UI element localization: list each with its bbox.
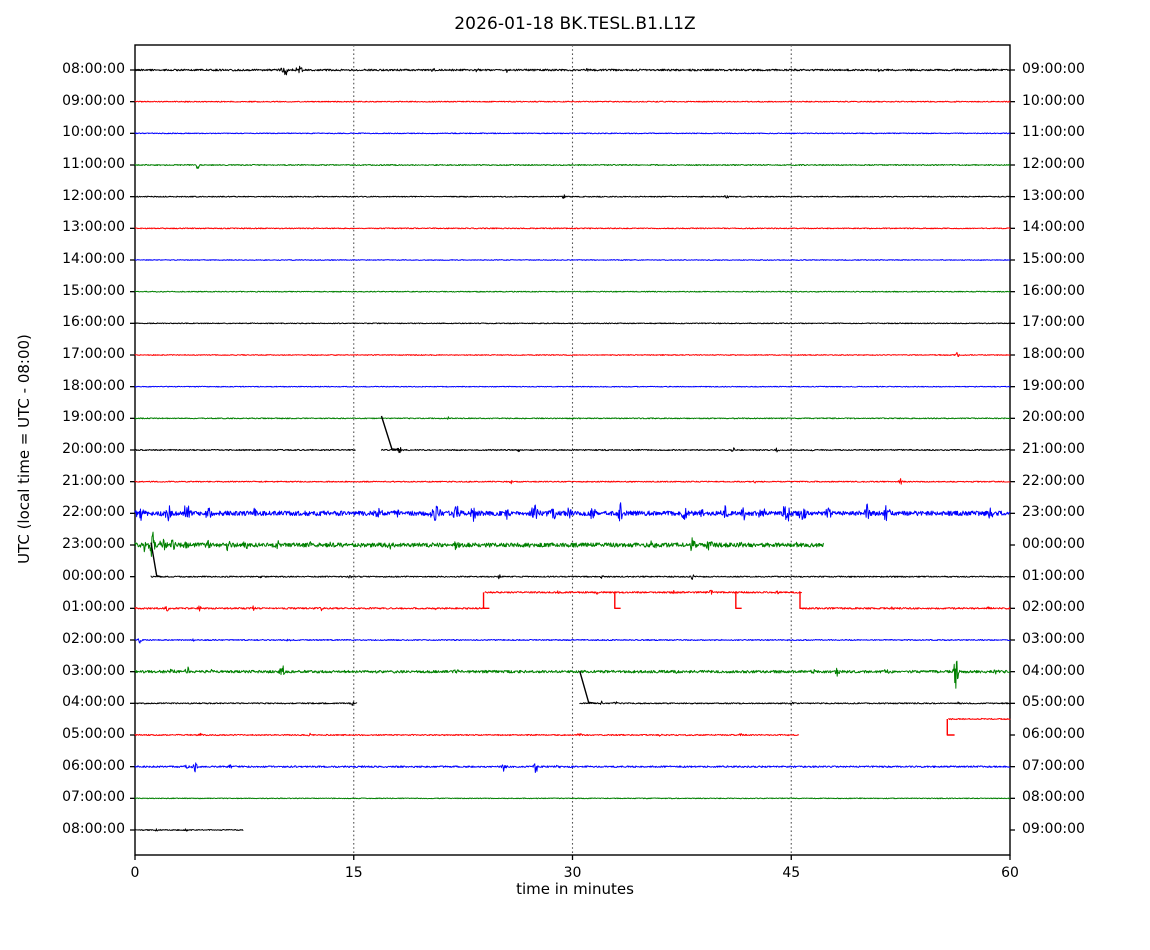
y-tick-left-15: 23:00:00 [62, 536, 125, 552]
y-tick-left-13: 21:00:00 [62, 472, 125, 489]
x-axis-label: time in minutes [516, 880, 634, 898]
y-tick-right-19: 04:00:00 [1022, 662, 1085, 679]
y-tick-left-22: 06:00:00 [62, 757, 125, 774]
y-tick-left-0: 08:00:00 [62, 61, 125, 77]
y-tick-left-24: 08:00:00 [62, 821, 125, 837]
y-tick-right-9: 18:00:00 [1022, 346, 1085, 362]
y-tick-right-24: 09:00:00 [1022, 821, 1085, 837]
y-tick-left-4: 12:00:00 [62, 187, 125, 204]
y-tick-left-8: 16:00:00 [62, 314, 125, 331]
y-tick-right-10: 19:00:00 [1022, 377, 1085, 394]
x-tick-4: 60 [1001, 865, 1019, 881]
y-tick-right-4: 13:00:00 [1022, 187, 1085, 204]
y-tick-right-18: 03:00:00 [1022, 631, 1085, 647]
y-tick-right-15: 00:00:00 [1022, 536, 1085, 552]
trace-080000 [134, 828, 244, 832]
y-tick-left-10: 18:00:00 [62, 377, 125, 394]
trace-220000 [134, 502, 1011, 522]
trace-140000 [134, 259, 1011, 261]
trace-210000 [134, 478, 1011, 485]
trace-160000 [134, 322, 1011, 325]
y-tick-left-19: 03:00:00 [62, 662, 125, 679]
y-tick-left-20: 04:00:00 [62, 694, 125, 711]
trace-100000 [134, 132, 1011, 135]
y-tick-left-1: 09:00:00 [62, 92, 125, 109]
y-tick-right-12: 21:00:00 [1022, 441, 1085, 457]
y-tick-left-5: 13:00:00 [62, 219, 125, 236]
trace-110000 [134, 163, 1011, 169]
trace-190000 [134, 416, 1011, 420]
y-tick-right-14: 23:00:00 [1022, 504, 1085, 521]
trace-030000 [134, 660, 1011, 689]
y-tick-right-3: 12:00:00 [1022, 156, 1085, 172]
trace-020000 [134, 638, 1011, 644]
y-tick-left-9: 17:00:00 [62, 346, 125, 362]
y-tick-left-14: 22:00:00 [62, 504, 125, 521]
y-tick-right-1: 10:00:00 [1022, 92, 1085, 109]
trace-010000 [134, 589, 1011, 612]
y-tick-left-12: 20:00:00 [62, 441, 125, 457]
x-tick-0: 0 [130, 865, 140, 881]
trace-040000 [134, 671, 1011, 706]
y-tick-right-0: 09:00:00 [1022, 61, 1085, 77]
x-tick-2: 30 [563, 865, 582, 881]
y-tick-right-11: 20:00:00 [1022, 409, 1085, 426]
y-tick-left-21: 05:00:00 [62, 726, 125, 742]
y-tick-left-17: 01:00:00 [62, 599, 125, 616]
x-tick-3: 45 [782, 865, 801, 881]
y-tick-left-2: 10:00:00 [62, 124, 125, 141]
trace-000000 [150, 542, 1011, 580]
trace-170000 [134, 351, 1011, 357]
trace-050000 [134, 717, 1011, 737]
y-tick-right-22: 07:00:00 [1022, 757, 1085, 774]
trace-230000 [134, 531, 824, 557]
y-tick-right-13: 22:00:00 [1022, 472, 1085, 489]
y-tick-right-20: 05:00:00 [1022, 694, 1085, 711]
y-tick-right-6: 15:00:00 [1022, 251, 1085, 267]
trace-200000 [134, 415, 1011, 454]
y-tick-left-18: 02:00:00 [62, 631, 125, 647]
trace-120000 [134, 194, 1011, 199]
trace-130000 [134, 227, 1011, 230]
trace-070000 [134, 797, 1011, 800]
trace-180000 [134, 385, 1011, 388]
y-tick-right-17: 02:00:00 [1022, 599, 1085, 616]
y-tick-left-3: 11:00:00 [62, 156, 125, 172]
y-tick-left-7: 15:00:00 [62, 282, 125, 299]
page-title: 2026-01-18 BK.TESL.B1.L1Z [454, 14, 696, 34]
trace-090000 [134, 100, 1011, 103]
y-tick-right-8: 17:00:00 [1022, 314, 1085, 331]
x-tick-1: 15 [344, 865, 363, 881]
trace-150000 [134, 290, 1011, 293]
y-tick-left-11: 19:00:00 [62, 409, 125, 426]
trace-060000 [134, 762, 1011, 774]
trace-080000 [134, 65, 1011, 76]
y-tick-right-16: 01:00:00 [1022, 567, 1085, 584]
y-tick-left-16: 00:00:00 [62, 567, 125, 584]
y-tick-left-6: 14:00:00 [62, 251, 125, 267]
y-tick-right-21: 06:00:00 [1022, 726, 1085, 742]
y-tick-right-5: 14:00:00 [1022, 219, 1085, 236]
y-tick-right-7: 16:00:00 [1022, 282, 1085, 299]
y-tick-left-23: 07:00:00 [62, 789, 125, 806]
y-tick-right-23: 08:00:00 [1022, 789, 1085, 806]
y-tick-right-2: 11:00:00 [1022, 124, 1085, 141]
